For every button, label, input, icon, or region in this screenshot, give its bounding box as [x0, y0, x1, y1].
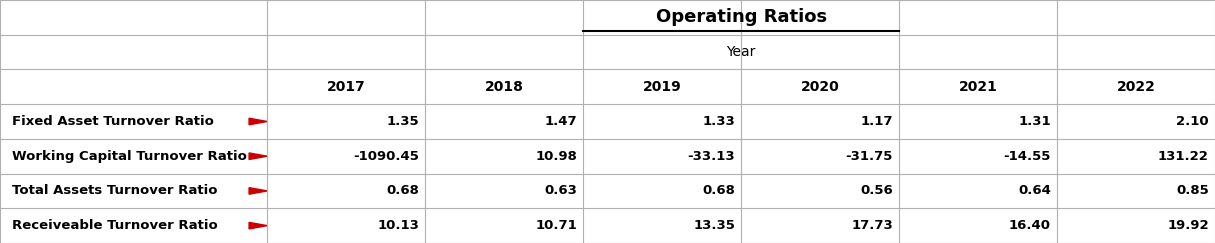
Text: 2019: 2019	[643, 80, 682, 94]
Text: -31.75: -31.75	[846, 150, 893, 163]
Text: 0.68: 0.68	[386, 184, 419, 197]
Text: 131.22: 131.22	[1158, 150, 1209, 163]
Text: 1.31: 1.31	[1018, 115, 1051, 128]
Text: 10.13: 10.13	[378, 219, 419, 232]
Text: 2.10: 2.10	[1176, 115, 1209, 128]
Text: 0.85: 0.85	[1176, 184, 1209, 197]
Text: Total Assets Turnover Ratio: Total Assets Turnover Ratio	[12, 184, 217, 197]
Text: 16.40: 16.40	[1008, 219, 1051, 232]
Text: 2021: 2021	[959, 80, 998, 94]
Polygon shape	[249, 188, 267, 194]
Text: 0.68: 0.68	[702, 184, 735, 197]
Text: -1090.45: -1090.45	[354, 150, 419, 163]
Text: 1.33: 1.33	[702, 115, 735, 128]
Text: 1.47: 1.47	[544, 115, 577, 128]
Text: 19.92: 19.92	[1168, 219, 1209, 232]
Text: Working Capital Turnover Ratio: Working Capital Turnover Ratio	[12, 150, 247, 163]
Polygon shape	[249, 153, 267, 159]
Text: 2017: 2017	[327, 80, 366, 94]
Text: 0.56: 0.56	[860, 184, 893, 197]
Text: 0.64: 0.64	[1018, 184, 1051, 197]
Polygon shape	[249, 118, 267, 125]
Text: 1.35: 1.35	[386, 115, 419, 128]
Text: 2018: 2018	[485, 80, 524, 94]
Text: 1.17: 1.17	[860, 115, 893, 128]
Text: 10.98: 10.98	[536, 150, 577, 163]
Text: 17.73: 17.73	[852, 219, 893, 232]
Polygon shape	[249, 222, 267, 229]
Text: Receiveable Turnover Ratio: Receiveable Turnover Ratio	[12, 219, 217, 232]
Text: Year: Year	[727, 45, 756, 59]
Text: 2022: 2022	[1117, 80, 1155, 94]
Text: 10.71: 10.71	[536, 219, 577, 232]
Text: -14.55: -14.55	[1004, 150, 1051, 163]
Text: 13.35: 13.35	[694, 219, 735, 232]
Text: Fixed Asset Turnover Ratio: Fixed Asset Turnover Ratio	[12, 115, 214, 128]
Text: -33.13: -33.13	[688, 150, 735, 163]
Text: Operating Ratios: Operating Ratios	[656, 8, 826, 26]
Text: 2020: 2020	[801, 80, 840, 94]
Text: 0.63: 0.63	[544, 184, 577, 197]
